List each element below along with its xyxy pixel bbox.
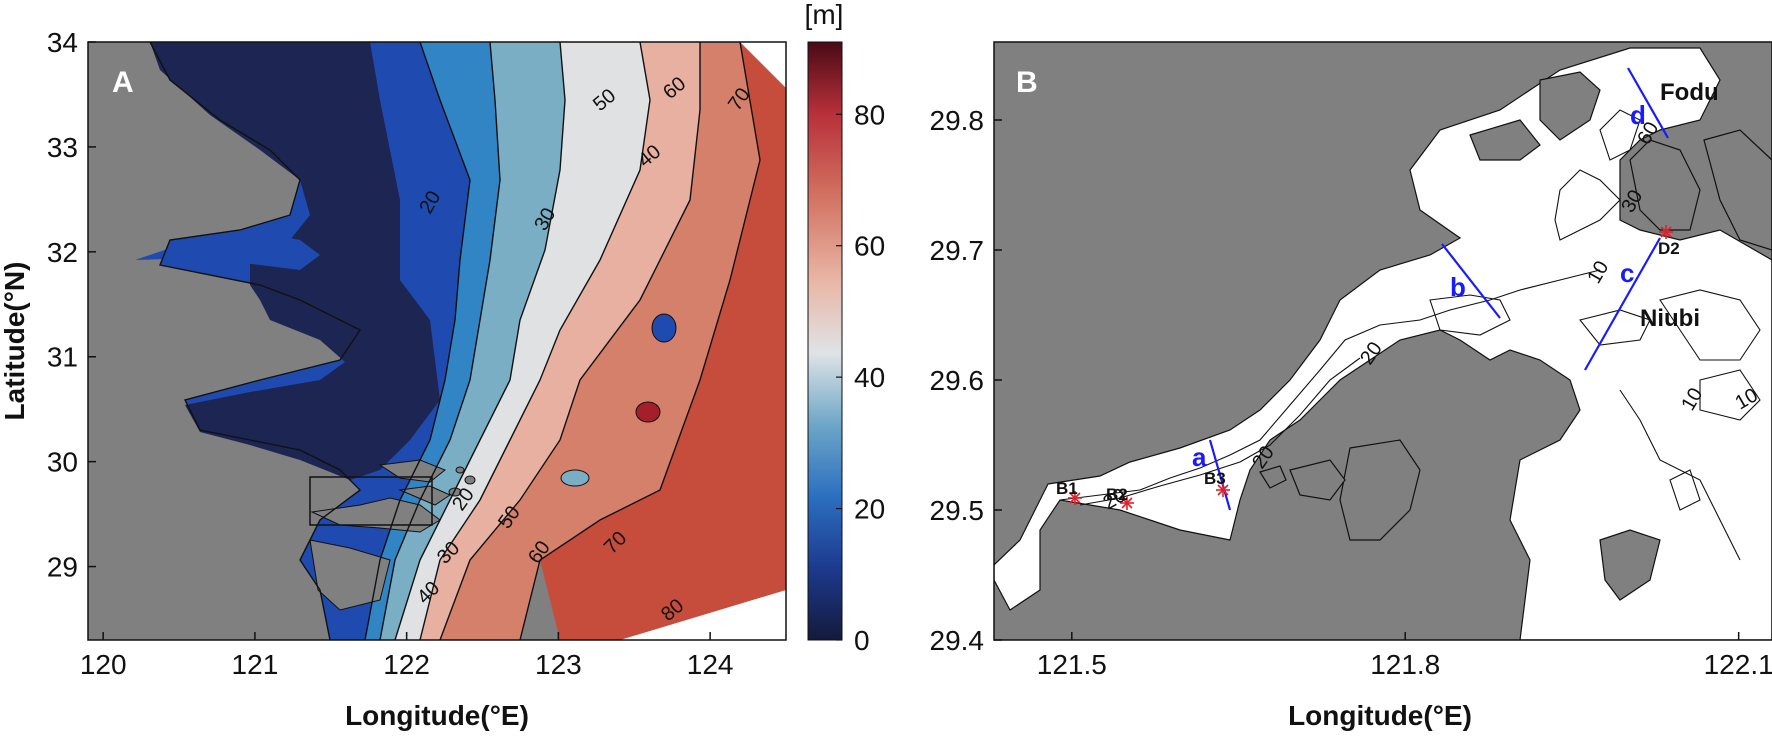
depth-band-50 — [420, 42, 700, 640]
place-label-fodu: Fodu — [1660, 79, 1719, 106]
zhoushan-islands — [309, 459, 476, 611]
no-data-area — [740, 42, 786, 88]
section-label-d: d — [1630, 100, 1646, 130]
x-tick-label: 121.5 — [1037, 649, 1107, 680]
y-tick-label: 29.8 — [930, 105, 985, 136]
section-line-c — [1584, 237, 1661, 371]
panel-a-map: 20 30 40 50 60 70 20 30 40 50 60 70 80 A — [87, 41, 787, 641]
y-tick-label: 29.5 — [930, 495, 985, 526]
panel-a-x-ticks: 120 121 122 123 124 — [80, 632, 734, 680]
x-tick-label: 121.8 — [1370, 649, 1440, 680]
section-line-b — [1441, 243, 1501, 319]
station-marker-d2 — [1659, 225, 1673, 239]
section-line-d — [1627, 67, 1669, 139]
panel-a-letter: A — [112, 66, 134, 99]
colorbar-ticks: 0 20 40 60 80 — [836, 99, 885, 656]
x-tick-label: 123 — [535, 649, 582, 680]
station-label-b2: B2 — [1106, 485, 1128, 504]
station-label-b3: B3 — [1204, 469, 1226, 488]
panel-b-frame — [993, 41, 1772, 641]
y-tick-label: 29 — [47, 552, 78, 583]
seamount-deep — [635, 401, 661, 423]
section-line-a — [1208, 439, 1232, 511]
y-tick-label: 29.7 — [930, 235, 985, 266]
x-tick-label: 120 — [80, 649, 127, 680]
study-area-box — [309, 476, 433, 526]
no-data-area-bottom — [620, 590, 786, 640]
depth-band-70 — [540, 42, 786, 640]
shoal-light — [560, 469, 590, 487]
shoal-blue — [651, 313, 677, 343]
colorbar-tick-label: 0 — [854, 625, 870, 656]
y-tick-label: 29.4 — [930, 625, 985, 656]
panel-b-map: B B1 B2 B3 D2 a b c d Fodu Niubi 20 20 1… — [993, 41, 1772, 641]
colorbar-tick-label: 40 — [854, 362, 885, 393]
section-label-a: a — [1192, 442, 1207, 472]
islands — [1259, 71, 1772, 601]
colorbar-tick-label: 60 — [854, 231, 885, 262]
y-tick-label: 30 — [47, 447, 78, 478]
station-marker-b3 — [1216, 483, 1230, 497]
colorbar: [m] 0 20 40 60 80 — [805, 0, 886, 656]
station-label-b1: B1 — [1056, 479, 1078, 498]
y-tick-label: 29.6 — [930, 365, 985, 396]
yangtze-estuary — [135, 232, 320, 270]
panel-b-x-label: Longitude(°E) — [1288, 700, 1472, 731]
panel-a-y-label: Latitude(°N) — [0, 262, 30, 421]
station-marker-b2 — [1120, 496, 1134, 510]
station-marker-b1 — [1068, 491, 1082, 505]
colorbar-unit: [m] — [805, 0, 844, 30]
panel-b-x-ticks: 121.5 121.8 122.1 — [1037, 632, 1772, 680]
section-lines — [1208, 67, 1669, 511]
x-tick-label: 121 — [232, 649, 279, 680]
station-label-d2: D2 — [1658, 239, 1680, 258]
panel-a-contours — [149, 42, 761, 640]
panel-a-frame — [87, 41, 787, 641]
panel-b-y-ticks: 29.4 29.5 29.6 29.7 29.8 — [930, 105, 1002, 656]
section-label-c: c — [1620, 258, 1634, 288]
panel-b-letter: B — [1016, 66, 1038, 99]
panel-a-x-label: Longitude(°E) — [345, 700, 529, 731]
panel-b-contours — [1059, 109, 1761, 561]
y-tick-label: 32 — [47, 237, 78, 268]
qiantang-bay — [240, 385, 380, 420]
place-label-niubi: Niubi — [1640, 305, 1700, 332]
colorbar-tick-label: 20 — [854, 494, 885, 525]
x-tick-label: 122 — [383, 649, 430, 680]
x-tick-label: 122.1 — [1704, 649, 1772, 680]
y-tick-label: 34 — [47, 27, 78, 58]
panel-a-y-ticks: 29 30 31 32 33 34 — [47, 27, 96, 583]
colorbar-gradient — [807, 41, 843, 641]
y-tick-label: 33 — [47, 132, 78, 163]
section-label-b: b — [1450, 272, 1466, 302]
depth-band-60 — [440, 42, 760, 640]
station-markers — [1068, 225, 1673, 510]
x-tick-label: 124 — [687, 649, 734, 680]
colorbar-tick-label: 80 — [854, 99, 885, 130]
y-tick-label: 31 — [47, 342, 78, 373]
